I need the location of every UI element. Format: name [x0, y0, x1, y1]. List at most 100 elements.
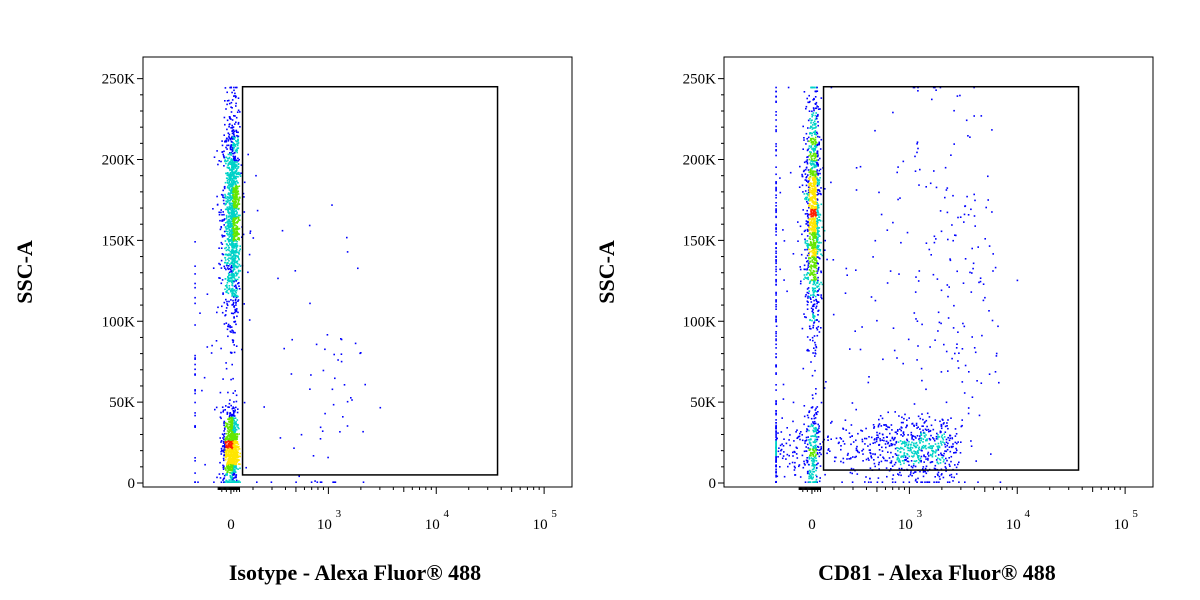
- event-dot: [812, 230, 815, 232]
- event-dot: [848, 458, 850, 460]
- event-dot: [224, 193, 226, 196]
- event-dot: [900, 446, 902, 449]
- event-dot: [811, 234, 814, 236]
- event-dot: [869, 477, 871, 480]
- event-dot: [239, 245, 241, 247]
- event-dot: [233, 429, 236, 432]
- event-dot: [234, 238, 236, 241]
- event-dot: [229, 123, 231, 125]
- event-dot: [236, 446, 238, 449]
- event-dot: [922, 475, 925, 478]
- event-dot: [915, 276, 917, 278]
- event-dot: [810, 199, 813, 201]
- event-dot: [959, 452, 962, 454]
- event-dot: [813, 435, 815, 438]
- event-dot: [775, 474, 777, 477]
- event-dot: [237, 481, 240, 483]
- event-dot: [223, 301, 226, 304]
- event-dot: [806, 220, 809, 223]
- event-dot: [233, 473, 236, 476]
- event-dot: [914, 471, 916, 473]
- event-dot: [229, 206, 232, 208]
- event-dot: [234, 456, 237, 459]
- event-dot: [230, 276, 232, 279]
- event-dot: [227, 153, 230, 156]
- event-dot: [951, 357, 953, 360]
- event-dot: [911, 441, 913, 444]
- event-dot: [227, 222, 229, 224]
- event-dot: [234, 192, 237, 195]
- event-dot: [225, 423, 228, 425]
- event-dot: [807, 169, 810, 171]
- event-dot: [775, 453, 777, 455]
- event-dot: [814, 226, 817, 229]
- event-dot: [816, 260, 818, 262]
- event-dot: [811, 305, 814, 307]
- event-dot: [820, 294, 822, 296]
- event-dot: [226, 473, 228, 475]
- event-dot: [775, 389, 777, 391]
- event-dot: [231, 147, 234, 149]
- event-dot: [806, 235, 809, 237]
- event-dot: [813, 209, 816, 212]
- event-dot: [937, 434, 939, 436]
- event-dot: [933, 481, 935, 483]
- event-dot: [229, 446, 232, 449]
- event-dot: [852, 456, 854, 458]
- event-dot: [814, 319, 816, 321]
- event-dot: [881, 439, 883, 441]
- event-dot: [868, 436, 870, 438]
- event-dot: [855, 447, 858, 450]
- event-dot: [221, 449, 223, 452]
- event-dot: [230, 466, 232, 468]
- event-dot: [227, 440, 230, 442]
- event-dot: [817, 106, 819, 108]
- event-dot: [221, 151, 224, 153]
- event-dot: [230, 456, 232, 458]
- event-dot: [912, 86, 915, 89]
- event-dot: [236, 434, 239, 436]
- event-dots-layer: [194, 86, 382, 483]
- event-dot: [812, 214, 814, 216]
- event-dot: [231, 460, 233, 462]
- event-dot: [806, 268, 809, 270]
- event-dot: [230, 213, 233, 216]
- event-dot: [248, 319, 251, 321]
- event-dot: [812, 159, 815, 162]
- positive-gate-rectangle[interactable]: [241, 85, 499, 476]
- event-dot: [902, 432, 905, 434]
- event-dot: [232, 458, 234, 461]
- event-dot: [225, 425, 227, 428]
- event-dot: [928, 416, 931, 418]
- event-dot: [785, 458, 787, 460]
- event-dot: [914, 170, 917, 172]
- event-dot: [874, 465, 876, 468]
- event-dot: [809, 224, 811, 226]
- event-dot: [816, 319, 818, 321]
- event-dot: [923, 454, 925, 456]
- event-dot: [227, 292, 230, 295]
- event-dot: [810, 244, 812, 247]
- event-dot: [233, 208, 236, 210]
- event-dot: [225, 140, 228, 143]
- event-dot: [319, 438, 322, 440]
- event-dot: [235, 197, 237, 200]
- event-dot: [903, 433, 905, 436]
- event-dot: [854, 456, 856, 459]
- event-dot: [911, 434, 914, 437]
- event-dot: [932, 452, 934, 455]
- event-dot: [819, 249, 821, 252]
- event-dot: [236, 204, 239, 206]
- event-dot: [227, 323, 230, 326]
- event-dot: [812, 137, 814, 140]
- event-dot: [224, 278, 227, 280]
- event-dot: [234, 235, 237, 238]
- event-dot: [231, 214, 233, 217]
- event-dot: [955, 234, 957, 237]
- event-dot: [227, 193, 230, 196]
- event-dot: [232, 126, 235, 128]
- event-dot: [225, 200, 227, 202]
- event-dot: [230, 290, 232, 293]
- event-dot: [227, 132, 230, 134]
- event-dot: [812, 311, 815, 314]
